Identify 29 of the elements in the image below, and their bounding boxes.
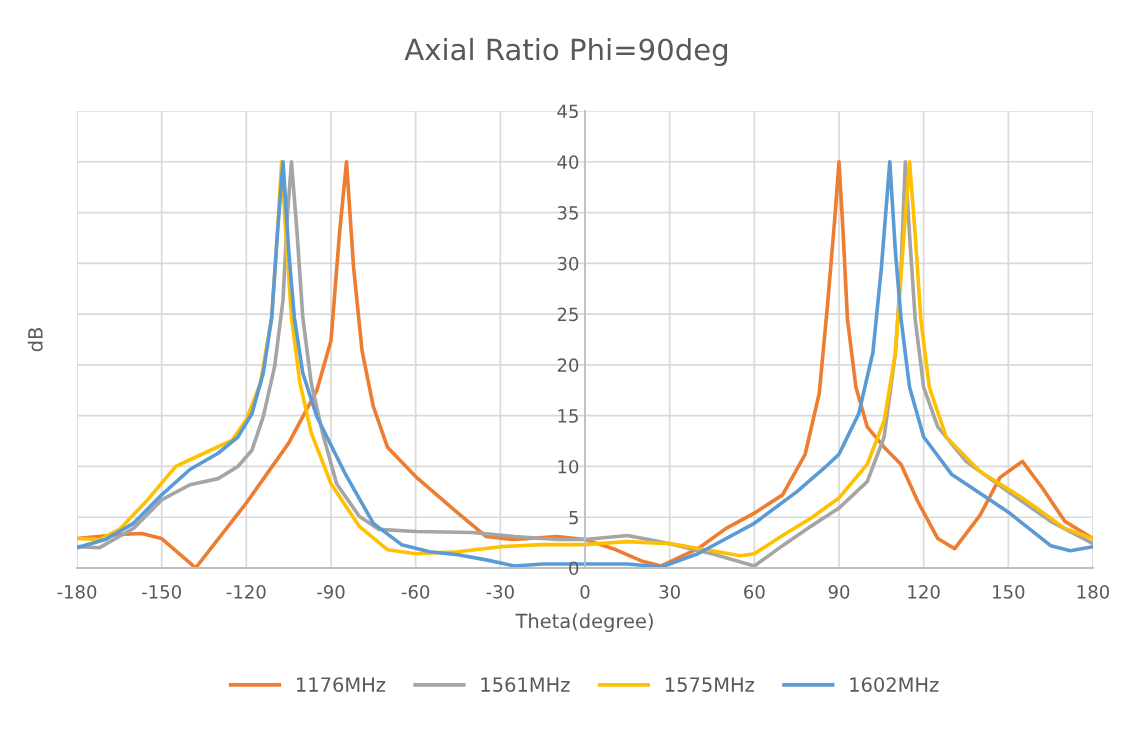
y-axis-title: dB xyxy=(27,328,43,352)
legend-label: 1575MHz xyxy=(665,677,754,692)
x-tick-label: 120 xyxy=(908,584,940,599)
x-axis-title: Theta(degree) xyxy=(515,613,653,633)
y-tick-label: 10 xyxy=(558,459,579,474)
x-tick-label: 180 xyxy=(1077,584,1110,599)
x-tick-label: 90 xyxy=(828,584,850,599)
legend-label: 1602MHz xyxy=(850,677,939,692)
x-tick-label: 0 xyxy=(580,584,590,599)
y-tick-label: 30 xyxy=(557,256,579,271)
x-tick-label: -180 xyxy=(57,584,97,599)
x-tick-label: -60 xyxy=(401,584,430,599)
y-tick-label: 45 xyxy=(557,104,578,119)
legend-label: 1561MHz xyxy=(481,677,570,692)
x-tick-label: -90 xyxy=(317,584,345,599)
y-tick-label: 15 xyxy=(558,409,578,423)
y-tick-label: 20 xyxy=(557,358,579,373)
x-tick-label: 150 xyxy=(993,584,1025,599)
y-tick-label: 5 xyxy=(569,510,578,525)
x-tick-label: -150 xyxy=(142,584,181,599)
y-tick-label: 25 xyxy=(557,307,578,322)
x-tick-label: 30 xyxy=(659,584,680,599)
y-tick-label: 40 xyxy=(557,155,579,169)
legend-label: 1176MHz xyxy=(297,677,386,692)
x-tick-label: -120 xyxy=(226,584,266,599)
x-tick-label: 60 xyxy=(744,584,765,599)
x-tick-label: -30 xyxy=(486,584,514,599)
y-tick-label: 35 xyxy=(557,206,578,220)
chart-title: Axial Ratio Phi=90deg xyxy=(404,37,728,67)
